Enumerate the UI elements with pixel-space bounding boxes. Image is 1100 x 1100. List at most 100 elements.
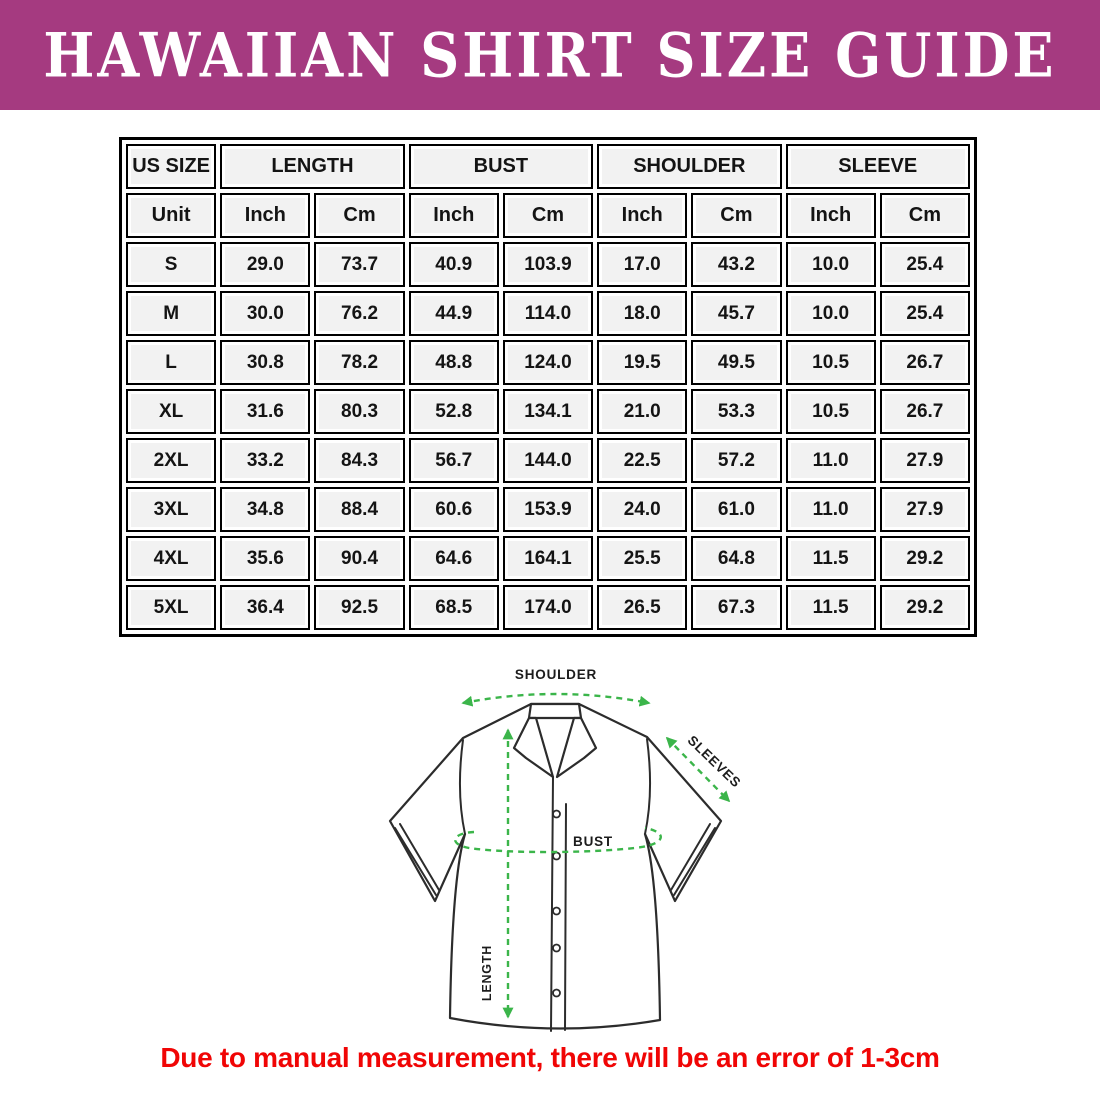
value-cell: 144.0	[502, 438, 594, 483]
value-cell: 64.6	[408, 536, 499, 581]
value-cell: 18.0	[597, 291, 688, 336]
table-row-m: M 30.0 76.2 44.9 114.0 18.0 45.7 10.0 25.4	[126, 291, 970, 336]
value-cell: 52.8	[408, 389, 499, 434]
unit-header: Unit	[126, 193, 217, 238]
column-header-sleeve: SLEEVE	[785, 144, 970, 189]
value-cell: 57.2	[691, 438, 782, 483]
collar-right	[555, 716, 598, 779]
value-cell: 11.0	[785, 487, 876, 532]
value-cell: 34.8	[220, 487, 311, 532]
value-cell: 33.2	[220, 438, 311, 483]
button	[552, 906, 561, 916]
button	[552, 809, 561, 819]
value-cell: 80.3	[314, 389, 405, 434]
table-row-s: S 29.0 73.7 40.9 103.9 17.0 43.2 10.0 25.4	[126, 242, 970, 287]
button	[552, 943, 561, 953]
value-cell: 67.3	[691, 585, 782, 630]
value-cell: 43.2	[691, 242, 782, 287]
value-cell: 11.5	[785, 585, 876, 630]
unit-cell-3: Inch	[408, 193, 499, 238]
unit-cell-1: Inch	[220, 193, 311, 238]
value-cell: 24.0	[597, 487, 688, 532]
value-cell: 11.5	[785, 536, 876, 581]
value-cell: 10.0	[785, 291, 876, 336]
header-banner: HAWAIIAN SHIRT SIZE GUIDE	[0, 0, 1100, 110]
unit-cell-5: Inch	[597, 193, 688, 238]
armhole-seam-left	[458, 739, 466, 835]
column-header-bust: BUST	[408, 144, 594, 189]
value-cell: 27.9	[879, 438, 970, 483]
value-cell: 53.3	[691, 389, 782, 434]
unit-cell-7: Inch	[785, 193, 876, 238]
value-cell: 45.7	[691, 291, 782, 336]
column-header-length: LENGTH	[220, 144, 405, 189]
value-cell: 26.5	[597, 585, 688, 630]
value-cell: 19.5	[597, 340, 688, 385]
size-label-3xl: 3XL	[126, 487, 217, 532]
value-cell: 60.6	[408, 487, 499, 532]
button	[552, 851, 561, 861]
bust-label: BUST	[573, 834, 613, 849]
value-cell: 25.4	[879, 242, 970, 287]
value-cell: 27.9	[879, 487, 970, 532]
unit-cell-8: Cm	[879, 193, 970, 238]
shirt-outline	[388, 702, 723, 1032]
page-title: HAWAIIAN SHIRT SIZE GUIDE	[43, 19, 1057, 91]
value-cell: 10.5	[785, 389, 876, 434]
shirt-body	[388, 702, 723, 1030]
table-row-5xl: 5XL 36.4 92.5 68.5 174.0 26.5 67.3 11.5 29.2	[126, 585, 970, 630]
measurement-disclaimer: Due to manual measurement, there will be…	[160, 1042, 940, 1073]
placket-left-edge	[550, 776, 554, 1032]
size-label-l: L	[126, 340, 217, 385]
group-header-row: US SIZE LENGTH BUST SHOULDER SLEEVE	[126, 144, 970, 189]
value-cell: 30.8	[220, 340, 311, 385]
value-cell: 30.0	[220, 291, 311, 336]
value-cell: 84.3	[314, 438, 405, 483]
value-cell: 36.4	[220, 585, 311, 630]
value-cell: 73.7	[314, 242, 405, 287]
size-label-m: M	[126, 291, 217, 336]
column-header-us-size: US SIZE	[126, 144, 217, 189]
length-label: LENGTH	[480, 945, 494, 1001]
collar-band	[527, 702, 583, 720]
value-cell: 22.5	[597, 438, 688, 483]
shoulder-label: SHOULDER	[515, 667, 597, 682]
value-cell: 153.9	[502, 487, 594, 532]
shoulder-arrow	[461, 692, 651, 707]
unit-cell-4: Cm	[502, 193, 594, 238]
size-table-body: S 29.0 73.7 40.9 103.9 17.0 43.2 10.0 25.4 M 30.0 7…	[126, 242, 970, 630]
value-cell: 124.0	[502, 340, 594, 385]
value-cell: 90.4	[314, 536, 405, 581]
value-cell: 92.5	[314, 585, 405, 630]
size-label-xl: XL	[126, 389, 217, 434]
value-cell: 17.0	[597, 242, 688, 287]
unit-header-row: Unit Inch Cm Inch Cm Inch Cm Inch Cm	[126, 193, 970, 238]
value-cell: 25.4	[879, 291, 970, 336]
value-cell: 40.9	[408, 242, 499, 287]
value-cell: 26.7	[879, 389, 970, 434]
placket-right-edge	[564, 803, 567, 1031]
value-cell: 78.2	[314, 340, 405, 385]
size-label-2xl: 2XL	[126, 438, 217, 483]
unit-cell-6: Cm	[691, 193, 782, 238]
value-cell: 11.0	[785, 438, 876, 483]
button	[552, 988, 561, 998]
shirt-measurement-diagram: SHOULDER SLEEVES BUST LENGTH	[388, 667, 744, 1032]
value-cell: 26.7	[879, 340, 970, 385]
unit-cell-2: Cm	[314, 193, 405, 238]
collar-left	[512, 716, 555, 779]
value-cell: 48.8	[408, 340, 499, 385]
value-cell: 76.2	[314, 291, 405, 336]
table-row-4xl: 4XL 35.6 90.4 64.6 164.1 25.5 64.8 11.5 29.2	[126, 536, 970, 581]
value-cell: 56.7	[408, 438, 499, 483]
value-cell: 44.9	[408, 291, 499, 336]
value-cell: 114.0	[502, 291, 594, 336]
measurement-arrows	[454, 692, 731, 1019]
value-cell: 174.0	[502, 585, 594, 630]
value-cell: 61.0	[691, 487, 782, 532]
value-cell: 103.9	[502, 242, 594, 287]
value-cell: 29.2	[879, 536, 970, 581]
size-label-5xl: 5XL	[126, 585, 217, 630]
table-row-3xl: 3XL 34.8 88.4 60.6 153.9 24.0 61.0 11.0 27.9	[126, 487, 970, 532]
